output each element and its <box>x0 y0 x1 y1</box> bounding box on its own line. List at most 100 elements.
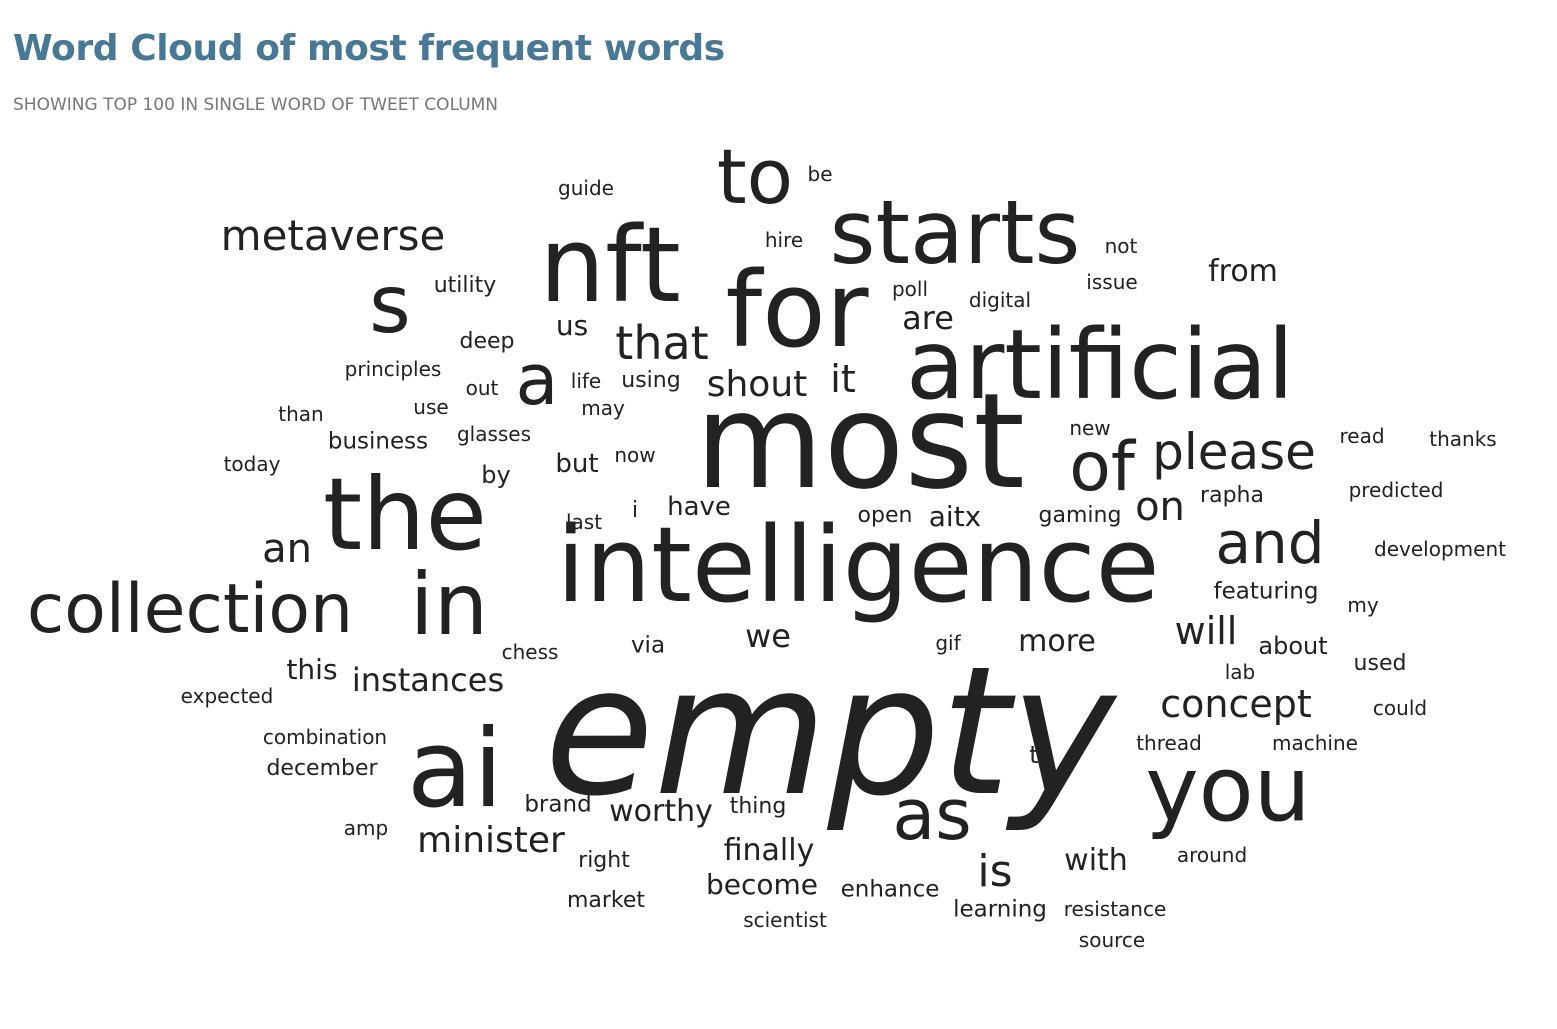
word-to: to <box>716 132 794 221</box>
word-glasses: glasses <box>456 422 532 446</box>
word-minister: minister <box>417 820 565 861</box>
word-nft: nft <box>539 204 681 326</box>
word-principles: principles <box>344 357 442 381</box>
word-using: using <box>621 368 681 393</box>
word-guide: guide <box>558 176 614 200</box>
word-lab: lab <box>1224 660 1256 684</box>
chart-title: Word Cloud of most frequent words <box>13 28 725 69</box>
word-please: please <box>1152 423 1316 481</box>
chart-subtitle: SHOWING TOP 100 IN SINGLE WORD OF TWEET … <box>13 95 499 115</box>
word-in: in <box>409 555 489 655</box>
word-utility: utility <box>433 273 497 298</box>
word-it: it <box>830 357 856 401</box>
word-issue: issue <box>1086 270 1138 294</box>
word-and: and <box>1215 509 1325 577</box>
word-this: this <box>286 653 338 686</box>
word-resistance: resistance <box>1063 897 1167 921</box>
word-use: use <box>413 395 449 419</box>
word-worthy: worthy <box>609 794 713 829</box>
word-shout: shout <box>706 364 808 405</box>
word-machine: machine <box>1272 731 1358 755</box>
word-concept: concept <box>1160 682 1312 726</box>
word-predicted: predicted <box>1348 478 1444 502</box>
word-for: for <box>725 249 869 371</box>
word-us: us <box>555 309 589 342</box>
word-aitx: aitx <box>928 500 982 533</box>
word-ai: ai <box>406 707 504 832</box>
word-t: t <box>1029 741 1039 769</box>
word-intelligence: intelligence <box>556 504 1160 626</box>
word-poll: poll <box>891 277 929 301</box>
word-expected: expected <box>180 684 274 708</box>
word-last: last <box>565 510 603 534</box>
word-thanks: thanks <box>1429 427 1497 451</box>
word-combination: combination <box>262 725 388 749</box>
word-we: we <box>745 617 791 655</box>
word-around: around <box>1176 843 1248 867</box>
word-a: a <box>515 339 559 421</box>
word-collection: collection <box>26 570 354 649</box>
word-the: the <box>322 456 488 573</box>
word-featuring: featuring <box>1213 578 1319 605</box>
word-as: as <box>892 774 972 856</box>
word-hire: hire <box>764 228 804 252</box>
word-read: read <box>1339 424 1385 448</box>
word-source: source <box>1078 928 1146 952</box>
word-rapha: rapha <box>1200 483 1264 508</box>
word-thread: thread <box>1136 731 1202 755</box>
word-enhance: enhance <box>840 876 940 903</box>
word-more: more <box>1018 624 1096 659</box>
word-on: on <box>1135 484 1185 530</box>
word-life: life <box>570 369 602 393</box>
word-not: not <box>1104 234 1138 258</box>
word-is: is <box>977 846 1013 897</box>
word-but: but <box>555 449 599 479</box>
word-today: today <box>223 452 281 476</box>
word-have: have <box>667 492 731 522</box>
word-development: development <box>1374 537 1506 561</box>
word-december: december <box>266 756 378 781</box>
word-out: out <box>465 376 499 400</box>
word-you: you <box>1145 737 1311 842</box>
word-be: be <box>807 162 833 186</box>
word-that: that <box>615 316 709 370</box>
word-amp: amp <box>343 816 389 840</box>
word-most: most <box>695 365 1025 519</box>
word-thing: thing <box>729 794 787 819</box>
word-deep: deep <box>459 329 515 354</box>
word-digital: digital <box>968 288 1032 312</box>
word-learning: learning <box>953 896 1047 923</box>
word-empty: empty <box>544 628 1116 835</box>
word-about: about <box>1258 632 1328 660</box>
word-i: i <box>631 498 639 523</box>
word-become: become <box>705 868 819 901</box>
word-market: market <box>566 888 646 913</box>
word-my: my <box>1347 593 1379 617</box>
word-are: are <box>902 299 954 337</box>
word-by: by <box>481 461 511 489</box>
word-gif: gif <box>935 631 961 655</box>
word-will: will <box>1174 609 1238 653</box>
word-chess: chess <box>501 640 559 664</box>
word-right: right <box>578 848 630 873</box>
word-of: of <box>1069 428 1135 507</box>
word-from: from <box>1208 254 1278 289</box>
word-now: now <box>614 443 656 467</box>
word-open: open <box>857 503 913 528</box>
word-an: an <box>262 526 312 572</box>
word-starts: starts <box>829 181 1081 284</box>
word-business: business <box>327 428 429 455</box>
word-instances: instances <box>351 661 505 699</box>
word-could: could <box>1372 696 1428 720</box>
word-new: new <box>1069 416 1111 440</box>
word-finally: finally <box>723 833 815 868</box>
word-brand: brand <box>524 791 592 818</box>
word-may: may <box>581 396 625 420</box>
word-with: with <box>1064 843 1128 878</box>
word-than: than <box>278 402 324 426</box>
word-s: s <box>369 258 411 351</box>
word-metaverse: metaverse <box>220 211 446 260</box>
word-scientist: scientist <box>743 908 827 932</box>
word-gaming: gaming <box>1038 503 1122 528</box>
